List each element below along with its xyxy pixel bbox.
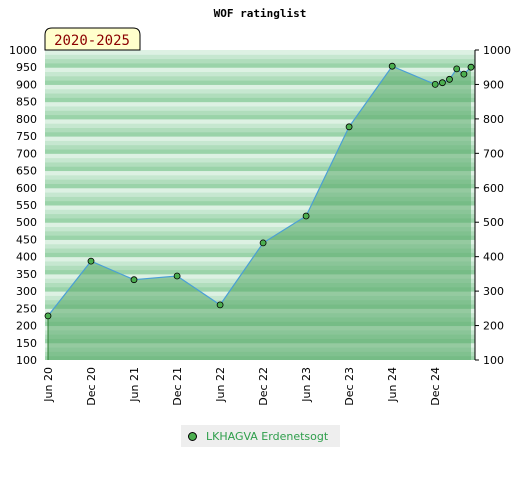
y-tick-right-7: 800: [483, 113, 504, 126]
x-tick-9: Dec 24: [429, 367, 442, 406]
legend-label: LKHAGVA Erdenetsogt: [206, 429, 329, 443]
y-tick-left-12: 700: [16, 147, 37, 160]
y-tick-left-7: 450: [16, 233, 37, 246]
y-axis-right: 100 200 300 400 500 600 700 800 900 1000: [474, 44, 511, 367]
y-tick-right-6: 700: [483, 147, 504, 160]
data-point-9: [431, 81, 439, 88]
data-point-0: [44, 312, 52, 320]
data-point-4: [216, 301, 224, 309]
x-tick-4: Jun 22: [214, 367, 227, 403]
period-label: 2020-2025: [54, 33, 130, 49]
y-tick-left-4: 300: [16, 285, 37, 298]
data-point-8: [388, 62, 396, 70]
chart-title: WOF ratinglist: [214, 7, 307, 20]
y-tick-left-5: 350: [16, 268, 37, 281]
legend: LKHAGVA Erdenetsogt: [181, 425, 340, 447]
data-point-6: [302, 212, 310, 220]
period-badge-box: [44, 27, 141, 51]
series-area: [48, 66, 471, 360]
y-tick-left-3: 250: [16, 302, 37, 315]
y-tick-right-3: 400: [483, 251, 504, 264]
x-tick-7: Dec 23: [343, 367, 356, 406]
y-tick-left-6: 400: [16, 251, 37, 264]
y-tick-left-13: 750: [16, 130, 37, 143]
y-tick-left-15: 850: [16, 96, 37, 109]
y-tick-left-1: 150: [16, 337, 37, 350]
y-tick-left-9: 550: [16, 199, 37, 212]
x-tick-0: Jun 20: [42, 367, 55, 403]
x-axis: Jun 20 Dec 20 Jun 21 Dec 21 Jun 22 Dec 22 Jun …: [42, 367, 442, 406]
y-tick-left-16: 900: [16, 78, 37, 91]
y-axis-left: 100 150 200 250 300 350 400 450 500 550 600 650 700 7…: [9, 44, 37, 367]
x-tick-5: Dec 22: [257, 367, 270, 406]
x-tick-8: Jun 24: [386, 367, 399, 403]
y-tick-right-8: 900: [483, 78, 504, 91]
x-tick-2: Jun 21: [128, 367, 141, 403]
y-tick-right-1: 200: [483, 320, 504, 333]
y-tick-right-0: 100: [483, 354, 504, 367]
data-point-12: [453, 65, 461, 73]
legend-marker: [188, 431, 197, 441]
x-tick-6: Jun 23: [300, 367, 313, 403]
data-point-10: [438, 79, 446, 87]
y-tick-right-2: 300: [483, 285, 504, 298]
period-badge: 2020-2025: [44, 27, 141, 51]
y-tick-left-0: 100: [16, 354, 37, 367]
y-tick-left-18: 1000: [9, 44, 37, 57]
y-tick-right-4: 500: [483, 216, 504, 229]
y-tick-left-2: 200: [16, 320, 37, 333]
data-point-5: [259, 239, 267, 247]
data-point-13: [460, 70, 468, 78]
x-tick-3: Dec 21: [171, 367, 184, 406]
y-tick-left-17: 950: [16, 61, 37, 74]
data-point-11: [446, 75, 453, 83]
y-tick-left-11: 650: [16, 165, 37, 178]
data-point-2: [130, 276, 138, 284]
y-tick-left-14: 800: [16, 113, 37, 126]
y-tick-left-10: 600: [16, 182, 37, 195]
data-point-7: [345, 123, 353, 131]
y-tick-left-8: 500: [16, 216, 37, 229]
data-point-1: [87, 257, 95, 265]
data-point-14: [467, 63, 475, 71]
data-point-3: [173, 272, 181, 280]
data-points: [44, 62, 475, 320]
y-tick-right-9: 1000: [483, 44, 511, 57]
y-tick-right-5: 600: [483, 182, 504, 195]
x-tick-1: Dec 20: [85, 367, 98, 406]
